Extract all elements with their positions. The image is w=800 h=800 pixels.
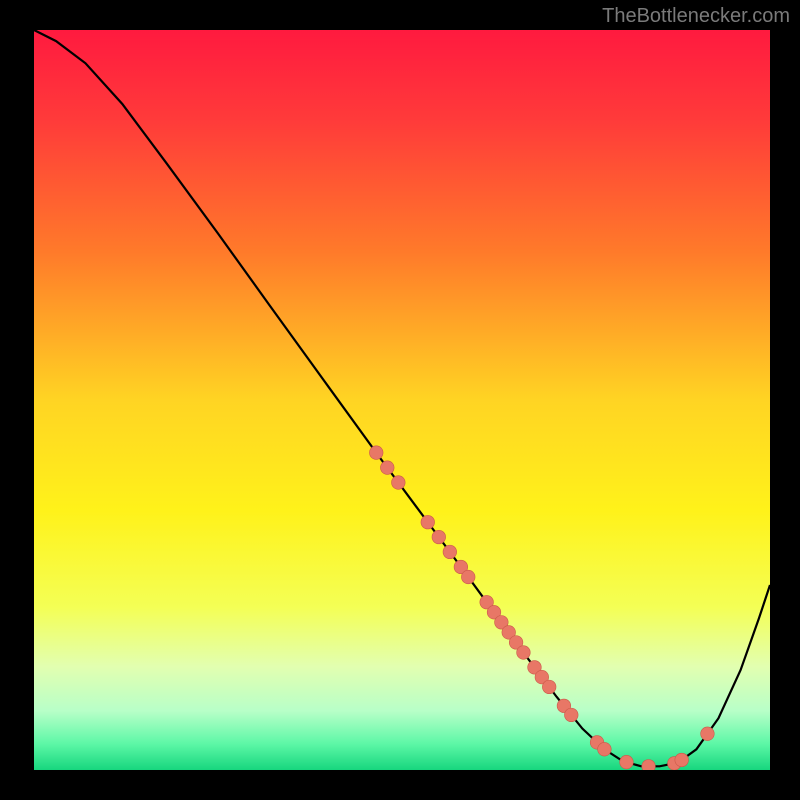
watermark-text: TheBottlenecker.com — [602, 5, 790, 28]
curve-marker — [443, 545, 457, 559]
curve-marker — [598, 742, 612, 756]
plot-area — [34, 30, 770, 770]
curve-marker — [642, 760, 656, 771]
curve-marker — [564, 708, 578, 722]
curve-marker — [392, 476, 406, 490]
curve-marker — [675, 753, 689, 767]
curve-marker — [620, 755, 634, 769]
curve-marker — [369, 446, 383, 460]
gradient-background — [34, 30, 770, 770]
curve-marker — [701, 727, 715, 741]
curve-marker — [461, 570, 475, 584]
chart-svg — [34, 30, 770, 770]
curve-marker — [517, 646, 531, 660]
curve-marker — [432, 530, 446, 544]
curve-marker — [421, 515, 435, 529]
curve-marker — [380, 461, 394, 475]
curve-marker — [542, 680, 556, 694]
